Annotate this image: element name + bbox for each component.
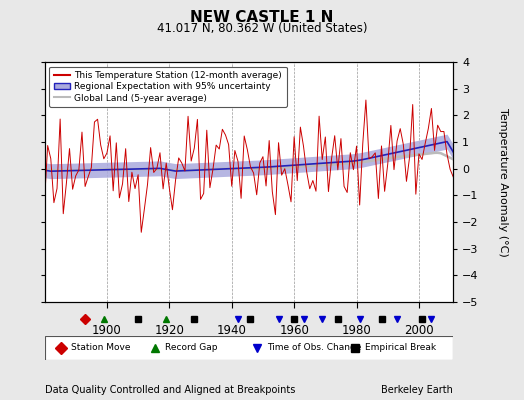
Text: Data Quality Controlled and Aligned at Breakpoints: Data Quality Controlled and Aligned at B…	[45, 385, 295, 395]
Text: 1960: 1960	[279, 324, 309, 336]
Text: Berkeley Earth: Berkeley Earth	[381, 385, 453, 395]
Text: 41.017 N, 80.362 W (United States): 41.017 N, 80.362 W (United States)	[157, 22, 367, 35]
Y-axis label: Temperature Anomaly (°C): Temperature Anomaly (°C)	[498, 108, 508, 256]
Text: 1900: 1900	[92, 324, 122, 336]
Text: 1920: 1920	[155, 324, 184, 336]
Text: NEW CASTLE 1 N: NEW CASTLE 1 N	[190, 10, 334, 25]
Text: 1980: 1980	[342, 324, 372, 336]
Text: 2000: 2000	[404, 324, 434, 336]
Text: Empirical Break: Empirical Break	[365, 344, 436, 352]
Text: Record Gap: Record Gap	[165, 344, 217, 352]
Text: Time of Obs. Change: Time of Obs. Change	[267, 344, 362, 352]
Legend: This Temperature Station (12-month average), Regional Expectation with 95% uncer: This Temperature Station (12-month avera…	[49, 66, 287, 107]
Text: 1940: 1940	[217, 324, 247, 336]
Text: Station Move: Station Move	[71, 344, 130, 352]
